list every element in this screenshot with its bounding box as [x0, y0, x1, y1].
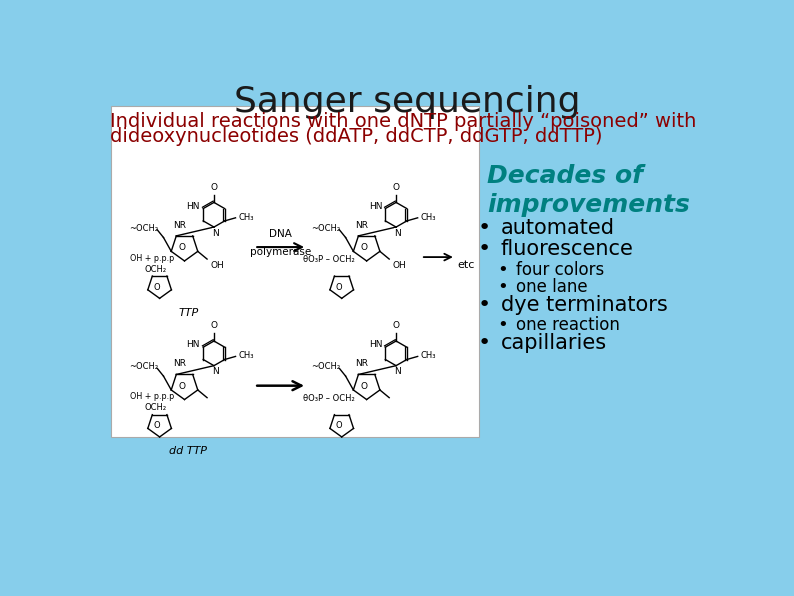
- Text: one lane: one lane: [516, 278, 588, 296]
- Text: capillaries: capillaries: [501, 333, 607, 353]
- Text: ~OCH₂: ~OCH₂: [129, 362, 158, 371]
- Text: OH: OH: [392, 262, 406, 271]
- Text: O: O: [154, 283, 160, 292]
- Text: NR: NR: [173, 221, 186, 229]
- Text: dideoxynucleotides (ddATP, ddCTP, ddGTP, ddTTP): dideoxynucleotides (ddATP, ddCTP, ddGTP,…: [110, 127, 603, 146]
- Text: dd TTP: dd TTP: [169, 446, 207, 456]
- Text: CH₃: CH₃: [421, 351, 436, 360]
- Text: OH + p.p.p: OH + p.p.p: [130, 254, 175, 263]
- Text: NR: NR: [355, 221, 368, 229]
- Text: dye terminators: dye terminators: [501, 295, 668, 315]
- Text: NR: NR: [173, 359, 186, 368]
- Text: OCH₂: OCH₂: [144, 265, 166, 274]
- Text: θO₃P – OCH₂: θO₃P – OCH₂: [303, 394, 355, 403]
- Text: θO₃P – OCH₂: θO₃P – OCH₂: [303, 255, 355, 265]
- Text: HN: HN: [368, 340, 382, 349]
- Text: OH + p.p.p: OH + p.p.p: [130, 392, 175, 401]
- Text: HN: HN: [187, 202, 200, 211]
- Text: O: O: [336, 421, 342, 430]
- Text: O: O: [178, 243, 185, 252]
- Text: Sanger sequencing: Sanger sequencing: [233, 85, 580, 119]
- Text: CH₃: CH₃: [239, 213, 254, 222]
- FancyBboxPatch shape: [111, 106, 479, 437]
- Text: •: •: [497, 316, 507, 334]
- Text: TTP: TTP: [178, 308, 198, 318]
- Text: O: O: [210, 182, 218, 192]
- Text: N: N: [212, 367, 219, 376]
- Text: OCH₂: OCH₂: [144, 403, 166, 412]
- Text: •: •: [497, 261, 507, 279]
- Text: O: O: [360, 382, 367, 391]
- Text: O: O: [360, 243, 367, 252]
- Text: ~OCH₂: ~OCH₂: [129, 224, 158, 233]
- Text: CH₃: CH₃: [421, 213, 436, 222]
- Text: N: N: [395, 367, 401, 376]
- Text: DNA: DNA: [269, 229, 292, 240]
- Text: HN: HN: [187, 340, 200, 349]
- Text: N: N: [395, 229, 401, 238]
- Text: ~OCH₂: ~OCH₂: [311, 362, 340, 371]
- Text: O: O: [178, 382, 185, 391]
- Text: NR: NR: [355, 359, 368, 368]
- Text: O: O: [336, 283, 342, 292]
- Text: •: •: [478, 218, 491, 238]
- Text: •: •: [478, 333, 491, 353]
- Text: •: •: [478, 295, 491, 315]
- Text: one reaction: one reaction: [516, 316, 620, 334]
- Text: polymerase: polymerase: [250, 247, 311, 257]
- Text: Decades of
improvements: Decades of improvements: [487, 164, 690, 217]
- Text: O: O: [210, 321, 218, 330]
- Text: automated: automated: [501, 218, 615, 238]
- Text: ~OCH₂: ~OCH₂: [311, 224, 340, 233]
- Text: O: O: [392, 321, 399, 330]
- Text: HN: HN: [368, 202, 382, 211]
- Text: O: O: [392, 182, 399, 192]
- Text: N: N: [212, 229, 219, 238]
- Text: fluorescence: fluorescence: [501, 240, 634, 259]
- Text: CH₃: CH₃: [239, 351, 254, 360]
- Text: •: •: [497, 278, 507, 296]
- Text: Individual reactions with one dNTP partially “poisoned” with: Individual reactions with one dNTP parti…: [110, 112, 696, 131]
- Text: etc: etc: [457, 260, 475, 270]
- Text: •: •: [478, 240, 491, 259]
- Text: four colors: four colors: [516, 261, 604, 279]
- Text: OH: OH: [210, 262, 224, 271]
- Text: O: O: [154, 421, 160, 430]
